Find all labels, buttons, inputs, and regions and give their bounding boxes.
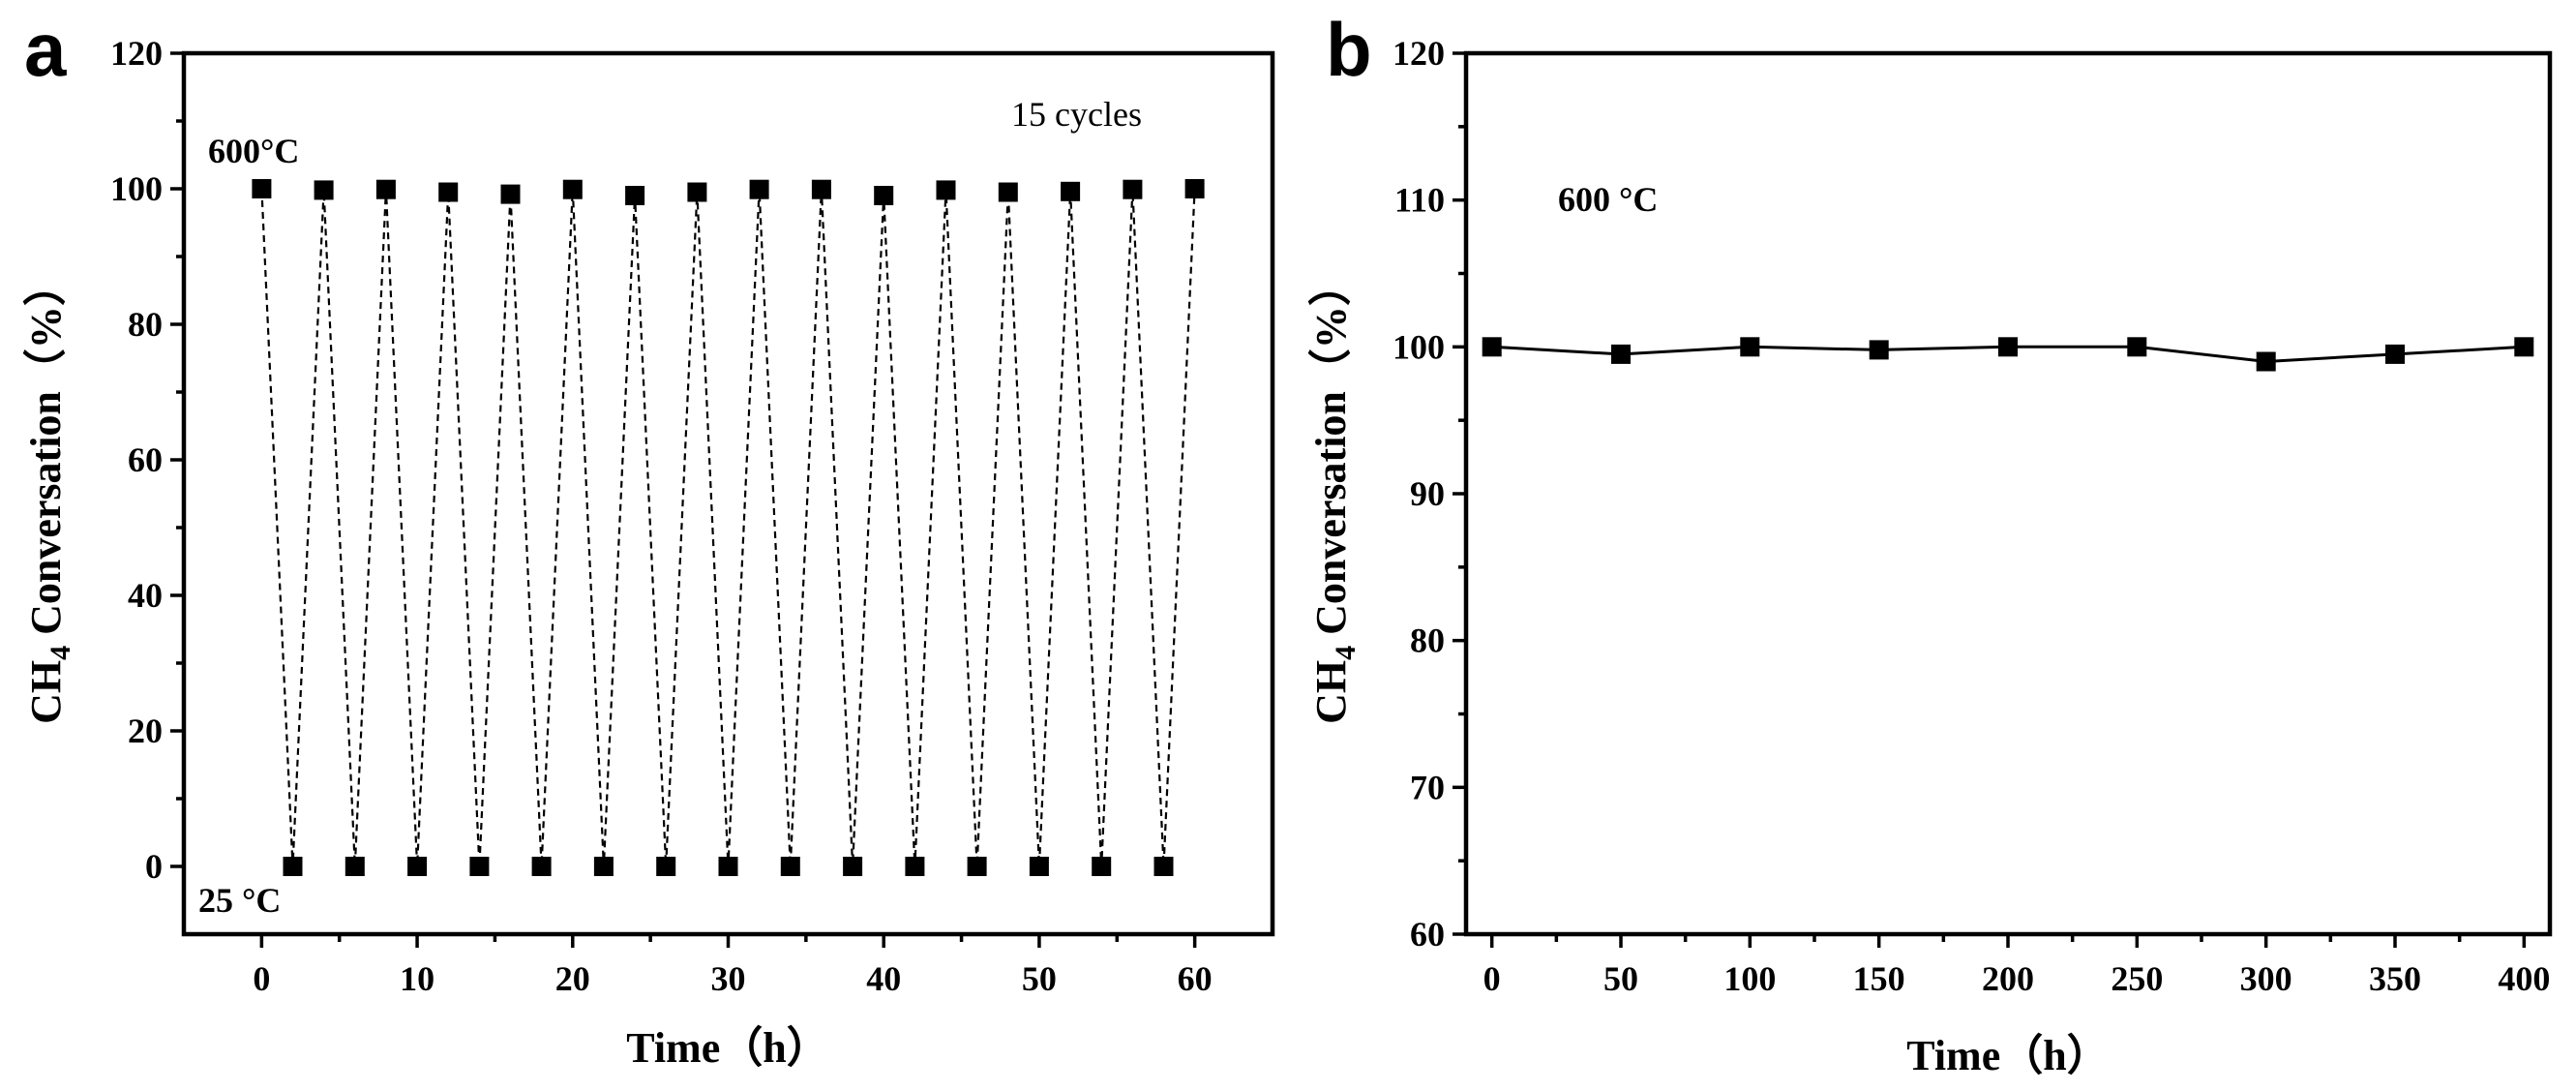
data-point-a-7 [469,857,490,876]
data-point-a-20 [874,186,894,205]
data-point-b-3 [1869,340,1889,360]
y-tick-label-a-1: 20 [128,712,163,750]
data-point-b-0 [1482,337,1502,357]
data-point-a-19 [843,857,863,876]
x-tick-label-a-6: 60 [1178,959,1213,998]
y-axis-title-b: CH4 Conversation（%） [1307,263,1362,724]
x-tick-label-a-3: 30 [711,959,746,998]
chart-panel-b: b 0 50 100 150 200 250 300 350 400 60 70 80 90 100 110… [1307,7,2553,1079]
data-point-a-14 [687,182,707,202]
x-axis-title-a: Time（h） [626,1024,828,1072]
x-tick-label-b-2: 100 [1723,959,1776,998]
series-line-a [260,188,1196,867]
data-point-a-2 [314,180,334,200]
data-point-a-10 [562,179,583,199]
x-tick-label-b-8: 400 [2498,959,2550,998]
data-point-a-11 [593,857,614,876]
annotation-low-temp-a: 25 °C [198,881,281,920]
y-tick-label-a-4: 80 [128,305,163,344]
data-point-a-4 [375,179,396,199]
y-tick-label-a-0: 0 [145,847,163,886]
axis-ticks-b: 0 50 100 150 200 250 300 350 400 60 70 80 90 100 110 12… [1393,34,2550,998]
x-tick-label-b-1: 50 [1603,959,1638,998]
plot-frame-a [181,50,1275,937]
x-axis-title-b: Time（h） [1906,1032,2109,1079]
data-point-b-5 [2127,337,2147,357]
data-point-a-0 [252,179,272,198]
data-point-a-6 [438,182,459,202]
y-tick-label-b-0: 60 [1410,915,1445,954]
data-point-a-1 [283,857,303,876]
data-point-a-16 [749,179,769,199]
y-tick-label-a-5: 100 [110,169,163,208]
data-point-a-23 [967,857,987,876]
series-a [252,179,1205,876]
data-point-a-21 [905,857,925,876]
x-tick-label-b-0: 0 [1483,959,1501,998]
y-tick-label-a-2: 40 [128,576,163,615]
x-tick-label-a-5: 50 [1022,959,1057,998]
y-tick-label-a-3: 60 [128,440,163,479]
y-tick-label-b-4: 100 [1393,327,1445,366]
annotation-high-temp-a: 600°C [208,132,299,170]
data-point-a-27 [1092,857,1112,876]
data-point-a-8 [500,184,521,204]
data-point-a-15 [718,857,738,876]
data-point-a-30 [1184,179,1205,198]
x-tick-label-b-3: 150 [1853,959,1905,998]
data-point-a-18 [811,179,831,199]
data-point-a-12 [625,186,645,205]
data-point-b-2 [1740,337,1760,357]
data-point-a-22 [936,180,956,200]
data-point-a-9 [531,857,552,876]
data-point-a-29 [1153,857,1174,876]
x-tick-label-a-2: 20 [555,959,590,998]
data-point-b-6 [2256,351,2276,372]
y-tick-label-b-6: 120 [1393,34,1445,73]
panel-label-b: b [1326,7,1372,92]
annotation-temp-b: 600 °C [1558,180,1658,219]
panel-label-a: a [24,7,67,92]
data-point-b-4 [1998,337,2018,357]
data-point-a-3 [344,857,365,876]
y-tick-label-b-5: 110 [1394,181,1445,220]
x-tick-label-b-6: 300 [2240,959,2292,998]
data-point-b-8 [2514,337,2534,357]
x-tick-label-a-4: 40 [866,959,901,998]
x-tick-label-b-7: 350 [2369,959,2421,998]
y-tick-label-a-6: 120 [110,34,163,73]
x-tick-label-a-1: 10 [400,959,434,998]
data-point-a-5 [407,857,428,876]
y-tick-label-b-2: 80 [1410,621,1445,660]
data-point-a-24 [998,182,1018,202]
annotation-cycles: 15 cycles [1011,95,1142,134]
series-b [1482,337,2534,372]
y-tick-label-b-1: 70 [1410,768,1445,806]
x-tick-label-b-5: 250 [2111,959,2163,998]
data-point-b-1 [1611,344,1631,364]
data-point-a-17 [780,857,800,876]
data-point-a-28 [1123,179,1143,199]
axis-ticks-a: 0 10 20 30 40 50 60 0 20 40 60 80 100 120 [110,34,1213,998]
x-tick-label-b-4: 200 [1982,959,2034,998]
y-tick-label-b-3: 90 [1410,474,1445,513]
data-point-a-26 [1061,181,1081,201]
x-tick-label-a-0: 0 [253,959,270,998]
y-axis-title-a: CH4 Conversation（%） [22,263,76,724]
data-point-a-13 [656,857,676,876]
data-point-a-25 [1029,857,1049,876]
chart-panel-a: a 0 10 20 30 40 50 60 0 20 40 60 80 100 120 15 cycles… [22,7,1275,1072]
data-point-b-7 [2385,344,2405,364]
